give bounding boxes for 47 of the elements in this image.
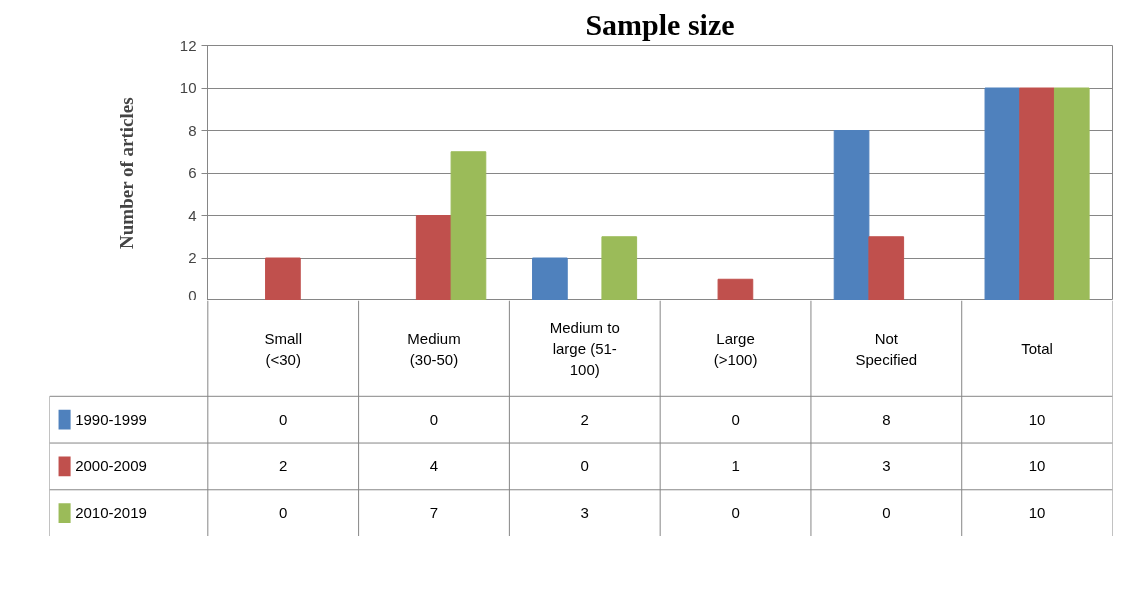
data-label: 0 — [429, 410, 439, 428]
bar — [717, 278, 754, 300]
data-label: 8 — [882, 410, 891, 428]
y-tick-label: 6 — [188, 164, 197, 181]
bar — [984, 87, 1021, 300]
bar — [532, 257, 568, 300]
y-tick-label: 12 — [179, 36, 197, 54]
bar — [415, 215, 452, 300]
chart-title: Sample size — [585, 7, 735, 41]
x-tick-label: Large (>100) — [713, 329, 758, 368]
data-label: 2 — [279, 457, 288, 475]
data-label: 0 — [279, 410, 288, 428]
data-label: 7 — [429, 504, 439, 522]
data-label: 4 — [429, 457, 439, 475]
bar — [265, 257, 301, 300]
y-tick-label: 2 — [188, 249, 197, 266]
x-tick-label: Medium (30-50) — [407, 329, 461, 368]
x-tick-label: Total — [1021, 340, 1053, 358]
bar — [1019, 87, 1055, 300]
data-label: 1 — [731, 457, 740, 475]
x-tick-label: Medium to large (51- 100) — [549, 318, 620, 379]
y-axis-title: Number of articles — [115, 97, 137, 249]
bar — [1053, 87, 1090, 300]
y-tick-label: 8 — [188, 121, 197, 139]
data-label: 2 — [580, 410, 589, 428]
legend-label: 2010-2019 — [75, 504, 147, 522]
bar — [833, 130, 870, 300]
legend-label: 1990-1999 — [75, 410, 147, 428]
data-label: 3 — [882, 457, 891, 475]
data-label: 0 — [882, 504, 891, 522]
data-label: 0 — [731, 410, 740, 428]
data-label: 0 — [580, 457, 589, 475]
bar — [450, 151, 487, 300]
bar — [868, 236, 905, 300]
x-tick-label: Not Specified — [855, 329, 918, 368]
x-tick-label: Small (<30) — [264, 329, 302, 368]
data-label: 10 — [1028, 410, 1046, 428]
bar — [601, 236, 638, 300]
data-label: 0 — [731, 504, 740, 522]
y-tick-label: 0 — [188, 286, 197, 304]
data-label: 0 — [279, 504, 288, 522]
data-label: 3 — [580, 504, 589, 522]
data-label: 10 — [1028, 457, 1046, 475]
legend-label: 2000-2009 — [75, 457, 147, 475]
data-label: 10 — [1028, 504, 1046, 522]
y-tick-label: 10 — [179, 79, 197, 96]
y-tick-label: 4 — [188, 206, 197, 224]
